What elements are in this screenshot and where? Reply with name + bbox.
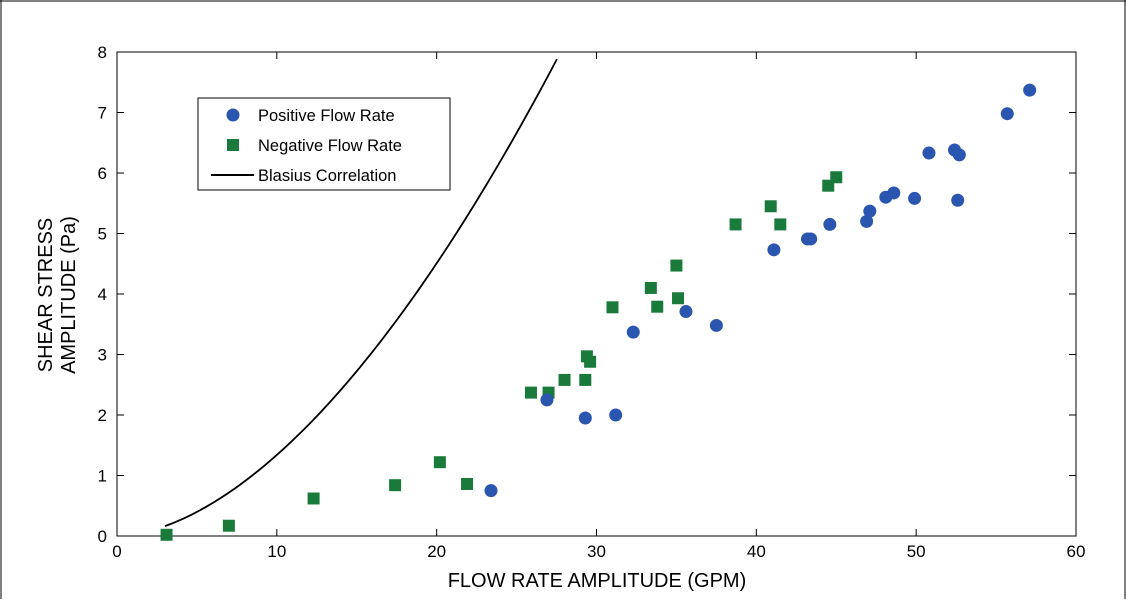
negative-flow-rate-point	[525, 387, 537, 399]
negative-flow-rate-point	[670, 260, 682, 272]
y-tick-label: 5	[98, 225, 107, 244]
x-tick-label: 10	[267, 542, 286, 561]
positive-flow-rate-point	[908, 192, 921, 205]
negative-flow-rate-point	[645, 282, 657, 294]
positive-flow-rate-point	[953, 148, 966, 161]
y-tick-label: 1	[98, 467, 107, 486]
legend-label-positive-flow-rate: Positive Flow Rate	[258, 107, 395, 125]
negative-flow-rate-point	[559, 374, 571, 386]
negative-flow-rate-point	[672, 292, 684, 304]
negative-flow-rate-point	[606, 301, 618, 313]
y-tick-label: 7	[98, 104, 107, 123]
negative-flow-rate-point	[223, 520, 235, 532]
x-tick-label: 60	[1067, 542, 1086, 561]
negative-flow-rate-point	[434, 456, 446, 468]
negative-flow-rate-point	[389, 479, 401, 491]
y-tick-label: 8	[98, 43, 107, 62]
positive-flow-rate-point	[1023, 84, 1036, 97]
y-tick-label: 6	[98, 164, 107, 183]
positive-flow-rate-point	[887, 186, 900, 199]
positive-flow-rate-point	[710, 319, 723, 332]
negative-flow-rate-point	[651, 301, 663, 313]
negative-flow-rate-point	[830, 171, 842, 183]
positive-flow-rate-point	[627, 326, 640, 339]
y-tick-label: 2	[98, 406, 107, 425]
negative-flow-rate-point	[730, 218, 742, 230]
legend-label-blasius-correlation: Blasius Correlation	[258, 167, 396, 185]
positive-flow-rate-point	[863, 205, 876, 218]
negative-flow-rate-point	[774, 218, 786, 230]
y-tick-label: 4	[98, 285, 107, 304]
x-tick-label: 50	[907, 542, 926, 561]
x-axis-label: FLOW RATE AMPLITUDE (GPM)	[448, 570, 747, 592]
legend-label-negative-flow-rate: Negative Flow Rate	[258, 137, 402, 155]
legend-marker-positive-flow-rate	[227, 109, 240, 122]
positive-flow-rate-point	[823, 218, 836, 231]
x-tick-label: 30	[587, 542, 606, 561]
negative-flow-rate-point	[765, 200, 777, 212]
positive-flow-rate-point	[804, 232, 817, 245]
y-tick-label: 0	[98, 527, 107, 546]
negative-flow-rate-point	[584, 356, 596, 368]
x-tick-label: 20	[427, 542, 446, 561]
x-tick-label: 40	[747, 542, 766, 561]
y-tick-label: 3	[98, 346, 107, 365]
positive-flow-rate-point	[951, 194, 964, 207]
positive-flow-rate-point	[767, 243, 780, 256]
legend: Positive Flow Rate Negative Flow Rate Bl…	[198, 98, 450, 190]
negative-flow-rate-point	[308, 492, 320, 504]
positive-flow-rate-point	[922, 147, 935, 160]
positive-flow-rate-point	[540, 393, 553, 406]
positive-flow-rate-point	[579, 412, 592, 425]
positive-flow-rate-point	[680, 305, 693, 318]
negative-flow-rate-point	[161, 529, 173, 541]
positive-flow-rate-point	[1001, 107, 1014, 120]
y-axis-label-line-1: SHEAR STRESS	[35, 218, 57, 372]
positive-flow-rate-point	[485, 484, 498, 497]
negative-flow-rate-point	[579, 374, 591, 386]
positive-flow-rate-point	[609, 409, 622, 422]
x-tick-label: 0	[112, 542, 121, 561]
legend-marker-negative-flow-rate	[227, 139, 239, 151]
y-axis-label-line-2: AMPLITUDE (Pa)	[58, 216, 80, 374]
negative-flow-rate-point	[461, 478, 473, 490]
